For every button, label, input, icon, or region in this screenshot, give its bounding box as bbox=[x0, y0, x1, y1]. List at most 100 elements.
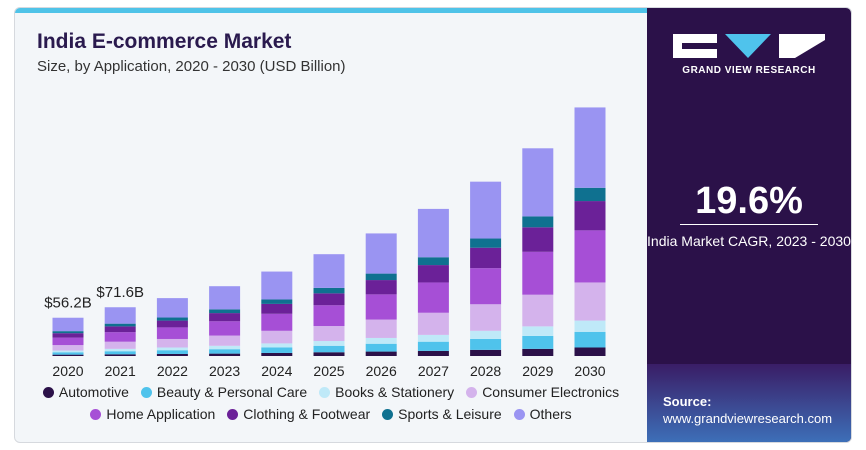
bar-segment-beauty-personal-care-2027 bbox=[417, 341, 449, 351]
legend-swatch bbox=[140, 386, 152, 398]
bar-segment-home-application-2030 bbox=[574, 230, 606, 283]
source-label: Source: bbox=[663, 394, 712, 409]
bar-segment-sports-leisure-2030 bbox=[574, 187, 606, 202]
x-tick-label: 2020 bbox=[52, 363, 83, 378]
source-link[interactable]: www.grandviewresearch.com bbox=[663, 411, 833, 426]
bar-segment-books-stationery-2025 bbox=[313, 341, 345, 346]
legend-item-consumer-electronics: Consumer Electronics bbox=[466, 384, 619, 400]
bar-segment-clothing-footwear-2028 bbox=[470, 247, 502, 269]
x-tick-label: 2028 bbox=[470, 363, 501, 378]
x-tick-label: 2021 bbox=[105, 363, 136, 378]
legend-label: Beauty & Personal Care bbox=[156, 384, 308, 400]
x-tick-label: 2029 bbox=[522, 363, 553, 378]
bar-segment-clothing-footwear-2024 bbox=[261, 303, 293, 314]
legend-item-clothing-footwear: Clothing & Footwear bbox=[227, 406, 370, 422]
bar-segment-clothing-footwear-2026 bbox=[365, 280, 397, 295]
legend-swatch bbox=[382, 408, 394, 420]
bar-segment-home-application-2023 bbox=[209, 321, 241, 336]
bar-segment-clothing-footwear-2023 bbox=[209, 313, 241, 322]
bar-segment-books-stationery-2022 bbox=[156, 347, 188, 351]
bar-segment-sports-leisure-2026 bbox=[365, 273, 397, 281]
bar-segment-consumer-electronics-2027 bbox=[417, 312, 449, 335]
bar-segment-automotive-2028 bbox=[470, 349, 502, 356]
bar-segment-beauty-personal-care-2020 bbox=[52, 352, 84, 355]
accent-bar bbox=[15, 8, 647, 13]
bar-segment-automotive-2025 bbox=[313, 352, 345, 356]
bar-segment-others-2026 bbox=[365, 233, 397, 274]
bar-segment-home-application-2027 bbox=[417, 282, 449, 313]
bar-segment-others-2024 bbox=[261, 271, 293, 300]
bar-segment-sports-leisure-2029 bbox=[522, 216, 554, 228]
bar-segment-clothing-footwear-2021 bbox=[104, 326, 136, 333]
bar-segment-home-application-2025 bbox=[313, 305, 345, 327]
bar-segment-automotive-2021 bbox=[104, 354, 136, 356]
bar-segment-sports-leisure-2021 bbox=[104, 323, 136, 327]
bar-segment-books-stationery-2023 bbox=[209, 345, 241, 350]
legend-item-others: Others bbox=[513, 406, 572, 422]
bar-segment-consumer-electronics-2025 bbox=[313, 326, 345, 342]
bar-segment-books-stationery-2024 bbox=[261, 343, 293, 348]
bar-segment-others-2022 bbox=[156, 298, 188, 318]
info-panel: GRAND VIEW RESEARCH 19.6% India Market C… bbox=[647, 8, 851, 442]
legend-item-books-stationery: Books & Stationery bbox=[319, 384, 454, 400]
bar-segment-books-stationery-2020 bbox=[52, 350, 84, 353]
x-tick-label: 2025 bbox=[313, 363, 344, 378]
legend-label: Others bbox=[529, 406, 572, 422]
bar-segment-consumer-electronics-2023 bbox=[209, 335, 241, 346]
chart-title: India E-commerce Market bbox=[37, 30, 292, 53]
bar-segment-automotive-2023 bbox=[209, 353, 241, 356]
bar-segment-consumer-electronics-2021 bbox=[104, 341, 136, 349]
legend-label: Home Application bbox=[106, 406, 216, 422]
bar-segment-clothing-footwear-2029 bbox=[522, 227, 554, 252]
bar-segment-beauty-personal-care-2024 bbox=[261, 347, 293, 353]
bar-segment-home-application-2021 bbox=[104, 332, 136, 342]
bar-segment-sports-leisure-2022 bbox=[156, 317, 188, 321]
bar-segment-clothing-footwear-2027 bbox=[417, 265, 449, 283]
cagr-value: 19.6% bbox=[695, 180, 803, 222]
bar-segment-others-2023 bbox=[209, 286, 241, 310]
bar-segment-others-2021 bbox=[104, 307, 136, 324]
bar-segment-automotive-2030 bbox=[574, 347, 606, 356]
bar-segment-home-application-2026 bbox=[365, 294, 397, 320]
bar-segment-sports-leisure-2028 bbox=[470, 238, 502, 248]
bar-segment-books-stationery-2029 bbox=[522, 326, 554, 336]
bar-segment-beauty-personal-care-2030 bbox=[574, 331, 606, 348]
bar-segment-automotive-2029 bbox=[522, 348, 554, 356]
legend-swatch bbox=[90, 408, 102, 420]
bar-segment-beauty-personal-care-2023 bbox=[209, 349, 241, 354]
legend-row: Automotive Beauty & Personal Care Books & … bbox=[15, 384, 647, 400]
x-tick-label: 2027 bbox=[418, 363, 449, 378]
bar-segment-consumer-electronics-2020 bbox=[52, 345, 84, 351]
bar-segment-beauty-personal-care-2028 bbox=[470, 338, 502, 350]
legend-label: Books & Stationery bbox=[335, 384, 455, 400]
bar-segment-others-2029 bbox=[522, 148, 554, 217]
legend-swatch bbox=[466, 386, 478, 398]
legend-item-sports-leisure: Sports & Leisure bbox=[382, 406, 502, 422]
data-label: $71.6B bbox=[96, 284, 144, 301]
bar-segment-automotive-2027 bbox=[417, 350, 449, 356]
legend-swatch bbox=[513, 408, 525, 420]
bar-segment-consumer-electronics-2028 bbox=[470, 304, 502, 331]
bar-segment-others-2030 bbox=[574, 107, 606, 188]
x-tick-label: 2030 bbox=[574, 363, 605, 378]
bar-segment-others-2025 bbox=[313, 254, 345, 288]
bar-segment-sports-leisure-2020 bbox=[52, 331, 84, 334]
bar-segment-home-application-2020 bbox=[52, 337, 84, 346]
legend-row: Home Application Clothing & Footwear Sport… bbox=[15, 406, 647, 422]
chart-panel: India E-commerce Market Size, by Applica… bbox=[15, 8, 647, 442]
legend-swatch bbox=[227, 408, 239, 420]
grand-view-research-logo-icon bbox=[673, 34, 825, 58]
bar-segment-clothing-footwear-2025 bbox=[313, 293, 345, 306]
bar-segment-consumer-electronics-2022 bbox=[156, 338, 188, 348]
bar-segment-home-application-2029 bbox=[522, 251, 554, 295]
x-tick-label: 2023 bbox=[209, 363, 240, 378]
legend-item-home-application: Home Application bbox=[90, 406, 215, 422]
x-tick-label: 2026 bbox=[366, 363, 397, 378]
bar-segment-consumer-electronics-2024 bbox=[261, 330, 293, 344]
legend-label: Consumer Electronics bbox=[482, 384, 620, 400]
x-tick-label: 2024 bbox=[261, 363, 292, 378]
bar-segment-beauty-personal-care-2026 bbox=[365, 343, 397, 352]
legend-swatch bbox=[319, 386, 331, 398]
bar-segment-clothing-footwear-2020 bbox=[52, 333, 84, 338]
cagr-label: India Market CAGR, 2023 - 2030 bbox=[647, 233, 851, 249]
